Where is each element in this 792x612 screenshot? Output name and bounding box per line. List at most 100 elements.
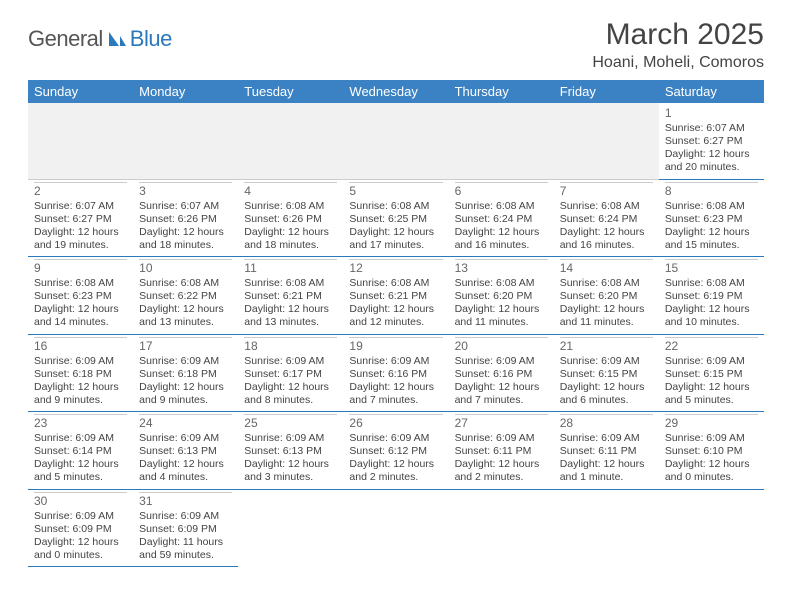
sunrise-text: Sunrise: 6:08 AM [455,277,548,290]
calendar-row: 23 Sunrise: 6:09 AM Sunset: 6:14 PM Dayligh… [28,412,764,490]
sunrise-text: Sunrise: 6:09 AM [244,432,337,445]
sunrise-text: Sunrise: 6:09 AM [139,355,232,368]
sunset-text: Sunset: 6:27 PM [665,135,758,148]
daylight-text: Daylight: 12 hours and 13 minutes. [244,303,337,329]
calendar-cell: 1Sunrise: 6:07 AMSunset: 6:27 PMDaylight… [659,103,764,179]
sunrise-text: Sunrise: 6:09 AM [349,432,442,445]
sunrise-text: Sunrise: 6:09 AM [244,355,337,368]
calendar-row: 9Sunrise: 6:08 AMSunset: 6:23 PMDaylight… [28,257,764,335]
calendar-cell: 6Sunrise: 6:08 AMSunset: 6:24 PMDaylight… [449,179,554,257]
calendar-cell [343,103,448,179]
sunrise-text: Sunrise: 6:08 AM [560,277,653,290]
weekday-header: Wednesday [343,80,448,103]
daylight-text: Daylight: 12 hours and 16 minutes. [455,226,548,252]
day-number: 28 [560,414,653,431]
sunset-text: Sunset: 6:10 PM [665,445,758,458]
sunset-text: Sunset: 6:14 PM [34,445,127,458]
daylight-text: Daylight: 11 hours and 59 minutes. [139,536,232,562]
calendar-cell: 29Sunrise: 6:09 AMSunset: 6:10 PMDayligh… [659,412,764,490]
daylight-text: Daylight: 12 hours and 13 minutes. [139,303,232,329]
daylight-text: Daylight: 12 hours and 0 minutes. [34,536,127,562]
daylight-text: Daylight: 12 hours and 6 minutes. [560,381,653,407]
sunset-text: Sunset: 6:24 PM [560,213,653,226]
weekday-header: Friday [554,80,659,103]
sunset-text: Sunset: 6:11 PM [560,445,653,458]
sunrise-text: Sunrise: 6:08 AM [349,277,442,290]
daylight-text: Daylight: 12 hours and 11 minutes. [455,303,548,329]
calendar-row: 2Sunrise: 6:07 AMSunset: 6:27 PMDaylight… [28,179,764,257]
sunset-text: Sunset: 6:13 PM [139,445,232,458]
calendar-cell: 5Sunrise: 6:08 AMSunset: 6:25 PMDaylight… [343,179,448,257]
sunset-text: Sunset: 6:27 PM [34,213,127,226]
daylight-text: Daylight: 12 hours and 17 minutes. [349,226,442,252]
sunset-text: Sunset: 6:22 PM [139,290,232,303]
day-number: 10 [139,259,232,276]
sunrise-text: Sunrise: 6:09 AM [560,432,653,445]
calendar-cell: 16Sunrise: 6:09 AMSunset: 6:18 PMDayligh… [28,334,133,412]
day-number: 15 [665,259,758,276]
weekday-header-row: Sunday Monday Tuesday Wednesday Thursday… [28,80,764,103]
sunset-text: Sunset: 6:09 PM [34,523,127,536]
calendar-cell: 14Sunrise: 6:08 AMSunset: 6:20 PMDayligh… [554,257,659,335]
daylight-text: Daylight: 12 hours and 18 minutes. [139,226,232,252]
sunrise-text: Sunrise: 6:09 AM [665,432,758,445]
calendar-cell: 13Sunrise: 6:08 AMSunset: 6:20 PMDayligh… [449,257,554,335]
day-number: 19 [349,337,442,354]
calendar-cell: 20Sunrise: 6:09 AMSunset: 6:16 PMDayligh… [449,334,554,412]
calendar-cell [449,103,554,179]
calendar-cell [659,489,764,567]
calendar-cell: 17Sunrise: 6:09 AMSunset: 6:18 PMDayligh… [133,334,238,412]
daylight-text: Daylight: 12 hours and 7 minutes. [349,381,442,407]
day-number: 21 [560,337,653,354]
calendar-cell [343,489,448,567]
calendar-cell: 12Sunrise: 6:08 AMSunset: 6:21 PMDayligh… [343,257,448,335]
sunrise-text: Sunrise: 6:08 AM [455,200,548,213]
day-number: 20 [455,337,548,354]
weekday-header: Monday [133,80,238,103]
sunset-text: Sunset: 6:16 PM [455,368,548,381]
day-number: 23 [34,414,127,431]
sunset-text: Sunset: 6:26 PM [244,213,337,226]
calendar-cell: 21Sunrise: 6:09 AMSunset: 6:15 PMDayligh… [554,334,659,412]
calendar-cell: 2Sunrise: 6:07 AMSunset: 6:27 PMDaylight… [28,179,133,257]
day-number: 18 [244,337,337,354]
daylight-text: Daylight: 12 hours and 9 minutes. [34,381,127,407]
sunset-text: Sunset: 6:18 PM [34,368,127,381]
calendar-cell [449,489,554,567]
calendar-cell: 9Sunrise: 6:08 AMSunset: 6:23 PMDaylight… [28,257,133,335]
weekday-header: Saturday [659,80,764,103]
sunrise-text: Sunrise: 6:08 AM [560,200,653,213]
sunrise-text: Sunrise: 6:07 AM [34,200,127,213]
daylight-text: Daylight: 12 hours and 20 minutes. [665,148,758,174]
day-number: 12 [349,259,442,276]
calendar-row: 1Sunrise: 6:07 AMSunset: 6:27 PMDaylight… [28,103,764,179]
day-number: 27 [455,414,548,431]
sunrise-text: Sunrise: 6:08 AM [665,277,758,290]
sunset-text: Sunset: 6:25 PM [349,213,442,226]
daylight-text: Daylight: 12 hours and 15 minutes. [665,226,758,252]
sunset-text: Sunset: 6:23 PM [665,213,758,226]
day-number: 1 [665,105,758,121]
sunrise-text: Sunrise: 6:08 AM [244,277,337,290]
calendar-cell: 4Sunrise: 6:08 AMSunset: 6:26 PMDaylight… [238,179,343,257]
daylight-text: Daylight: 12 hours and 2 minutes. [455,458,548,484]
calendar-cell: 22Sunrise: 6:09 AMSunset: 6:15 PMDayligh… [659,334,764,412]
calendar-cell [133,103,238,179]
daylight-text: Daylight: 12 hours and 4 minutes. [139,458,232,484]
logo: General Blue [28,26,172,52]
day-number: 11 [244,259,337,276]
sunrise-text: Sunrise: 6:09 AM [139,510,232,523]
day-number: 6 [455,182,548,199]
daylight-text: Daylight: 12 hours and 3 minutes. [244,458,337,484]
calendar-cell: 3Sunrise: 6:07 AMSunset: 6:26 PMDaylight… [133,179,238,257]
day-number: 16 [34,337,127,354]
calendar-cell: 24Sunrise: 6:09 AMSunset: 6:13 PMDayligh… [133,412,238,490]
sunset-text: Sunset: 6:09 PM [139,523,232,536]
sunrise-text: Sunrise: 6:08 AM [349,200,442,213]
calendar-cell: 11Sunrise: 6:08 AMSunset: 6:21 PMDayligh… [238,257,343,335]
calendar-cell: 31Sunrise: 6:09 AMSunset: 6:09 PMDayligh… [133,489,238,567]
weekday-header: Thursday [449,80,554,103]
calendar-cell: 18Sunrise: 6:09 AMSunset: 6:17 PMDayligh… [238,334,343,412]
sunrise-text: Sunrise: 6:07 AM [139,200,232,213]
daylight-text: Daylight: 12 hours and 7 minutes. [455,381,548,407]
